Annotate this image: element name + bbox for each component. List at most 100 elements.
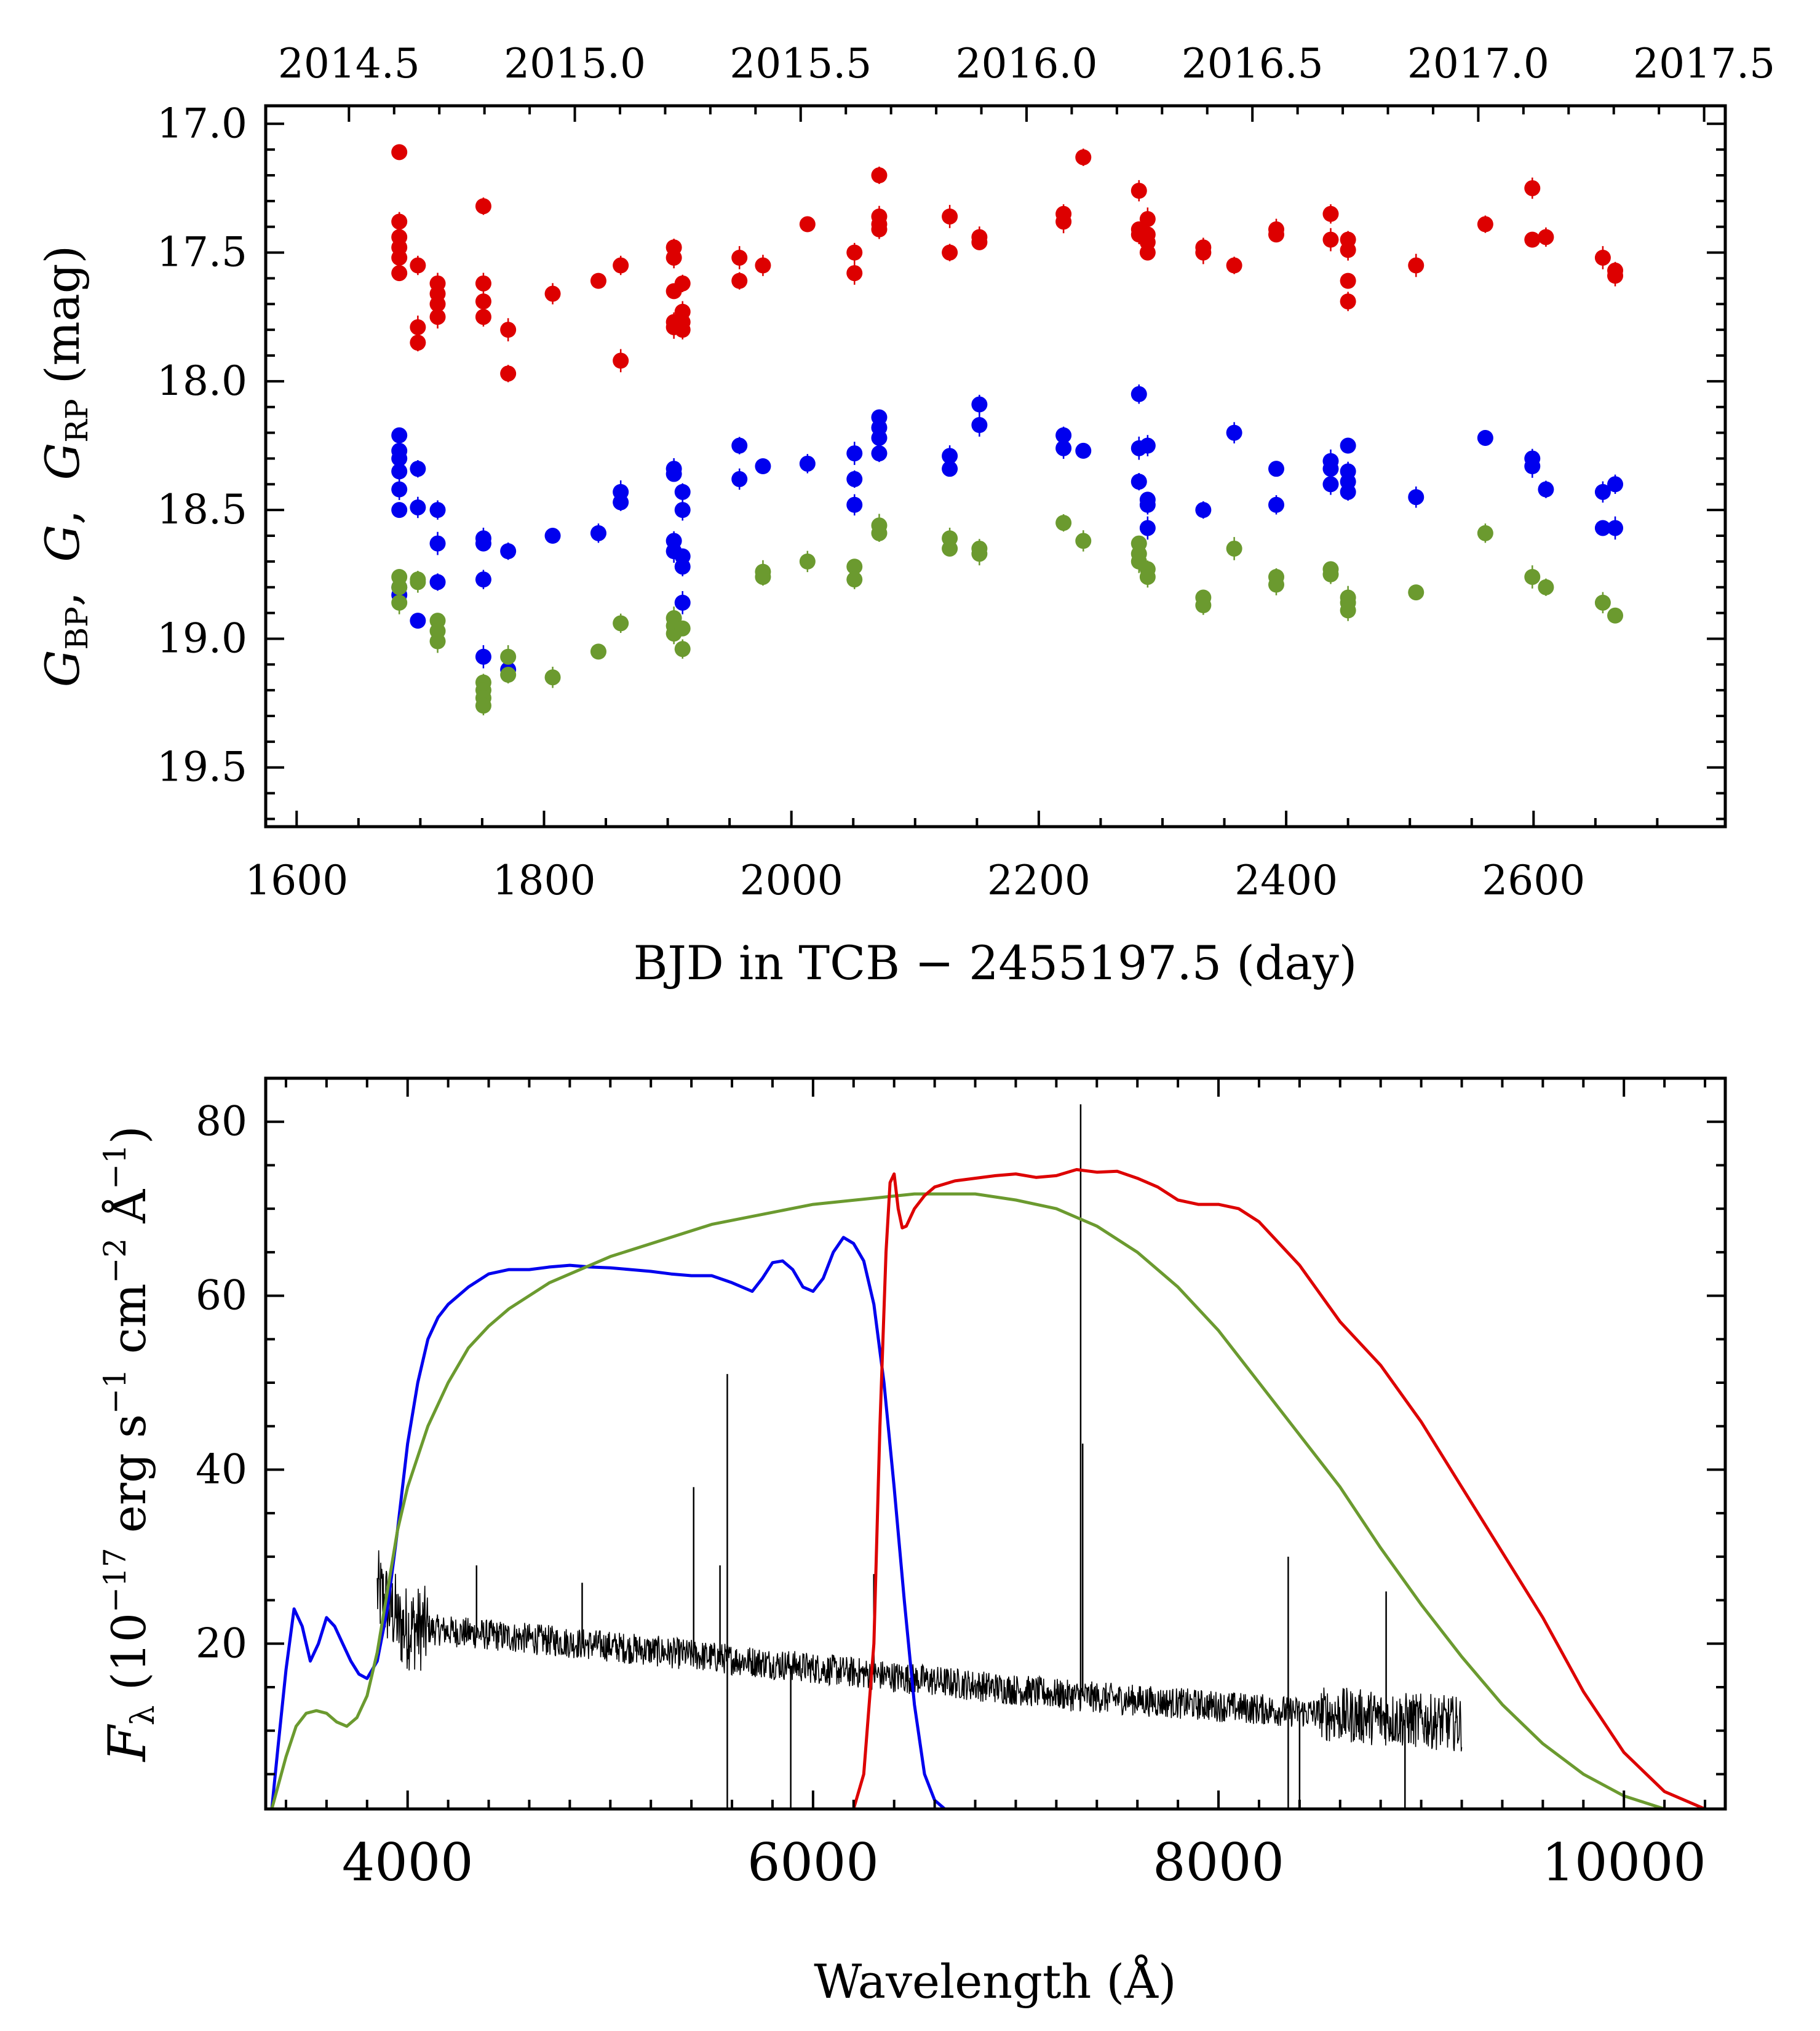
spectrum-ticks xyxy=(266,1077,1725,1809)
point-rp xyxy=(1340,242,1356,258)
point-g xyxy=(1524,568,1541,585)
point-rp xyxy=(410,319,426,335)
point-g xyxy=(846,558,863,575)
point-bp xyxy=(544,528,561,544)
point-bp xyxy=(475,535,491,552)
point-bp xyxy=(1322,476,1339,493)
passband-rp xyxy=(852,1168,1706,1809)
spectrum-tick-labels: 4000 6000 8000 10000 20 40 60 80 xyxy=(196,1098,1706,1893)
point-bp xyxy=(500,543,517,560)
point-bp xyxy=(1139,437,1156,454)
point-g xyxy=(846,571,863,588)
point-rp xyxy=(1477,216,1493,233)
point-bp xyxy=(731,471,748,487)
point-bp xyxy=(1607,476,1624,493)
point-bp xyxy=(590,525,606,541)
light-curve-tick-labels: 1600 1800 2000 2200 2400 2600 17.0 17.5 18.0 18.5… xyxy=(157,40,1775,904)
light-curve-error-bars xyxy=(398,144,1616,715)
point-rp xyxy=(1408,257,1425,274)
point-bp xyxy=(429,574,446,590)
point-bp xyxy=(942,448,958,464)
point-bp xyxy=(1075,442,1092,459)
light-curve-points xyxy=(391,144,1624,714)
point-rp xyxy=(410,335,426,351)
passband-bp xyxy=(270,1236,966,1809)
point-g xyxy=(1139,568,1156,585)
y-tick-label: 80 xyxy=(196,1098,247,1145)
light-curve-frame xyxy=(264,104,1727,829)
point-bp xyxy=(674,594,691,611)
point-rp xyxy=(391,144,408,161)
point-rp xyxy=(1055,213,1072,230)
point-bp xyxy=(755,458,771,474)
y-tick-label: 18.0 xyxy=(157,357,247,405)
point-g xyxy=(799,553,816,570)
point-bp xyxy=(666,466,682,482)
light-curve-panel: 1600 1800 2000 2200 2400 2600 17.0 17.5 18.0 18.5… xyxy=(35,40,1775,990)
y-tick-label: 17.0 xyxy=(157,100,247,147)
point-g xyxy=(1268,576,1285,593)
point-rp xyxy=(1538,229,1554,245)
point-bp xyxy=(1268,496,1285,513)
point-bp xyxy=(475,571,491,588)
point-bp xyxy=(846,445,863,462)
point-rp xyxy=(500,322,517,338)
point-g xyxy=(391,579,408,595)
point-rp xyxy=(475,275,491,292)
point-g xyxy=(1477,525,1493,541)
point-rp xyxy=(429,296,446,312)
top-tick-label: 2017.0 xyxy=(1407,40,1549,87)
top-tick-label: 2015.5 xyxy=(729,40,872,87)
point-rp xyxy=(674,322,691,338)
point-rp xyxy=(475,198,491,215)
point-rp xyxy=(942,208,958,225)
point-rp xyxy=(475,293,491,310)
y-tick-label: 18.5 xyxy=(157,486,247,533)
point-bp xyxy=(1055,440,1072,456)
point-bp xyxy=(1340,437,1356,454)
point-bp xyxy=(391,481,408,498)
point-g xyxy=(942,540,958,557)
point-bp xyxy=(1408,489,1425,506)
point-rp xyxy=(1340,293,1356,310)
point-g xyxy=(674,641,691,658)
point-bp xyxy=(1524,458,1541,474)
point-g xyxy=(1195,597,1212,614)
point-g xyxy=(475,698,491,714)
point-rp xyxy=(1607,268,1624,284)
point-g xyxy=(1538,579,1554,595)
point-bp xyxy=(1322,461,1339,477)
point-rp xyxy=(1075,149,1092,165)
point-bp xyxy=(391,450,408,467)
point-bp xyxy=(1131,386,1147,402)
point-bp xyxy=(1226,424,1242,441)
point-bp xyxy=(1594,483,1611,500)
point-bp xyxy=(731,437,748,454)
x-tick-label: 2600 xyxy=(1482,857,1585,904)
point-rp xyxy=(731,249,748,266)
point-bp xyxy=(971,396,988,413)
point-bp xyxy=(1340,483,1356,500)
point-rp xyxy=(1139,211,1156,228)
point-rp xyxy=(1195,244,1212,261)
x-tick-label: 1800 xyxy=(492,857,595,904)
spectrum-curves xyxy=(270,1104,1706,1809)
point-g xyxy=(1594,594,1611,611)
point-bp xyxy=(1607,520,1624,536)
point-bp xyxy=(1538,481,1554,498)
x-tick-label: 1600 xyxy=(245,857,348,904)
x-tick-label: 10000 xyxy=(1542,1832,1706,1893)
point-bp xyxy=(674,483,691,500)
point-g xyxy=(1226,540,1242,557)
point-g xyxy=(500,667,517,683)
x-tick-label: 2400 xyxy=(1234,857,1338,904)
point-bp xyxy=(410,613,426,629)
point-rp xyxy=(1322,231,1339,248)
point-bp xyxy=(1477,429,1493,446)
y-tick-label: 60 xyxy=(196,1272,247,1319)
point-rp xyxy=(1268,226,1285,243)
point-rp xyxy=(1524,180,1541,196)
top-tick-label: 2016.0 xyxy=(956,40,1098,87)
point-bp xyxy=(429,502,446,519)
